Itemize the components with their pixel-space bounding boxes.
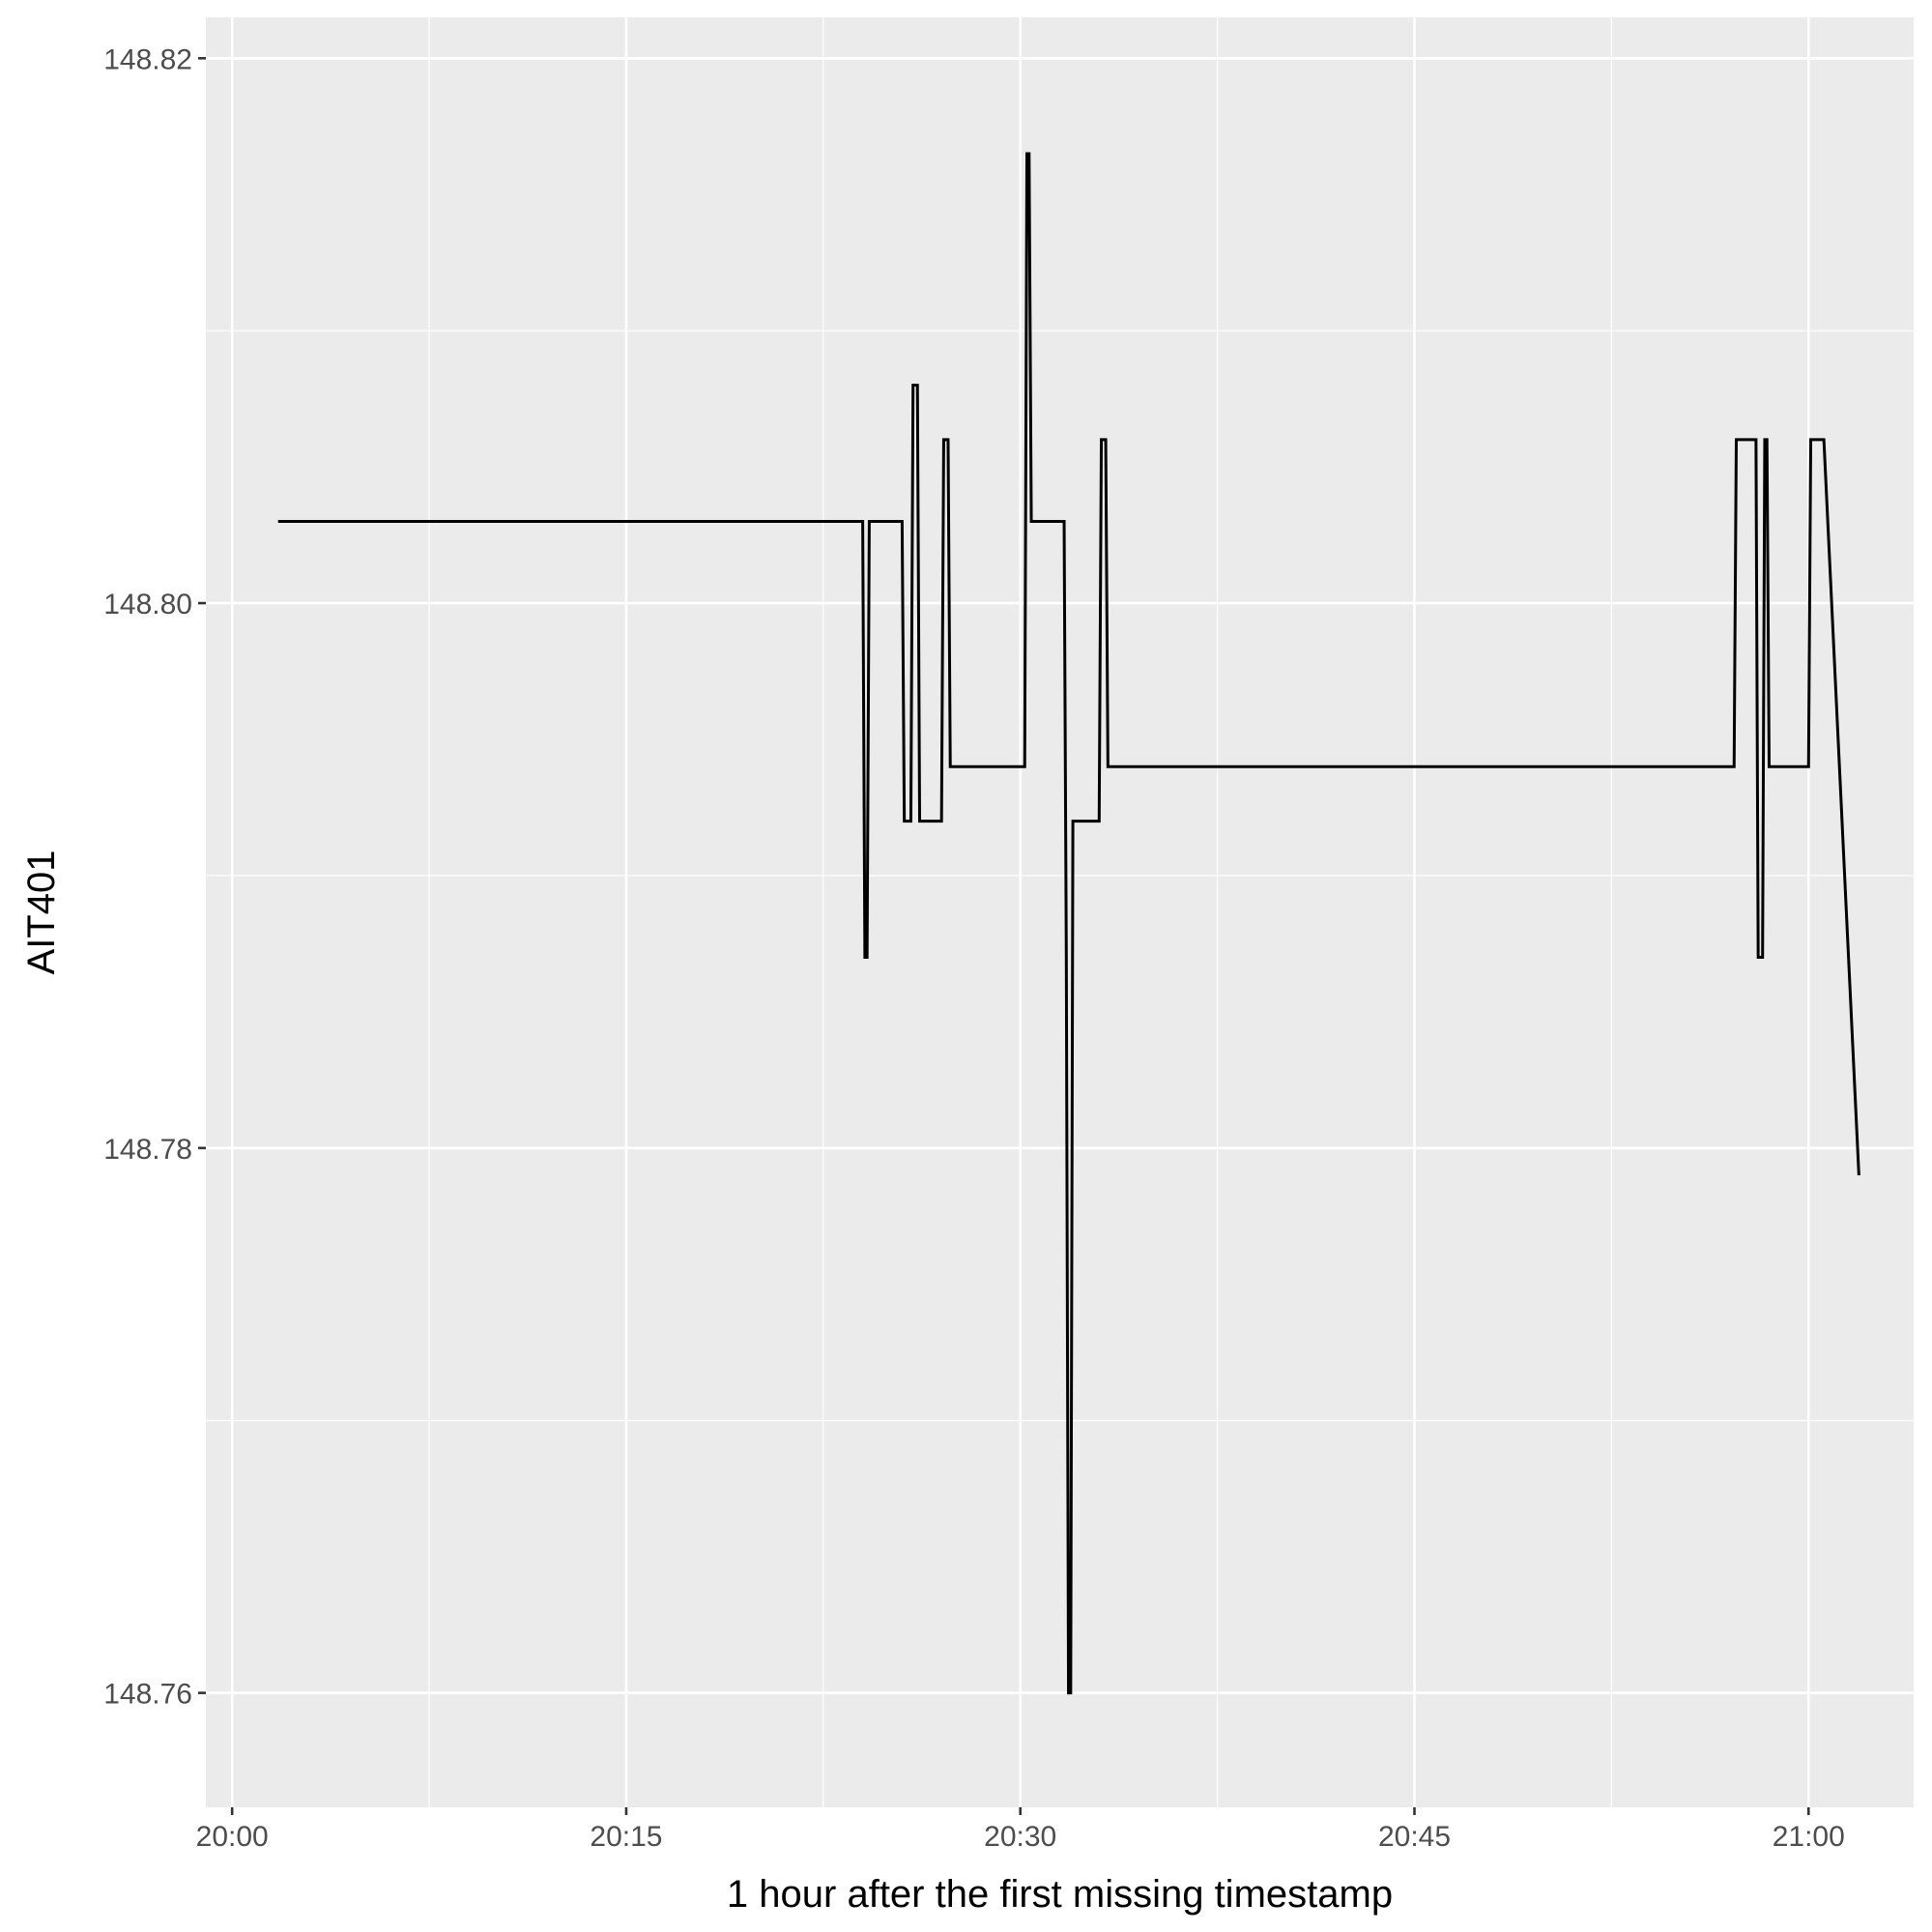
x-axis: 20:00 20:15 20:30 20:45 21:00 bbox=[196, 1807, 1845, 1853]
minor-gridlines bbox=[206, 17, 1914, 1807]
x-tick-label: 20:00 bbox=[196, 1821, 269, 1853]
y-tick-label: 148.80 bbox=[103, 589, 192, 620]
x-tick-label: 20:45 bbox=[1378, 1821, 1451, 1853]
x-tick-label: 20:30 bbox=[984, 1821, 1056, 1853]
plot-panel bbox=[206, 17, 1914, 1807]
y-axis: 148.76 148.78 148.80 148.82 bbox=[103, 43, 206, 1711]
x-axis-title: 1 hour after the first missing timestamp bbox=[727, 1873, 1393, 1916]
y-axis-title: AIT401 bbox=[20, 851, 63, 975]
y-tick-label: 148.76 bbox=[103, 1679, 192, 1711]
y-tick-label: 148.78 bbox=[103, 1134, 192, 1166]
major-gridlines bbox=[206, 17, 1914, 1807]
x-tick-label: 20:15 bbox=[590, 1821, 662, 1853]
y-tick-label: 148.82 bbox=[103, 43, 192, 75]
series-line bbox=[277, 152, 1860, 1695]
series-layer bbox=[277, 152, 1860, 1695]
x-tick-label: 21:00 bbox=[1773, 1821, 1845, 1853]
